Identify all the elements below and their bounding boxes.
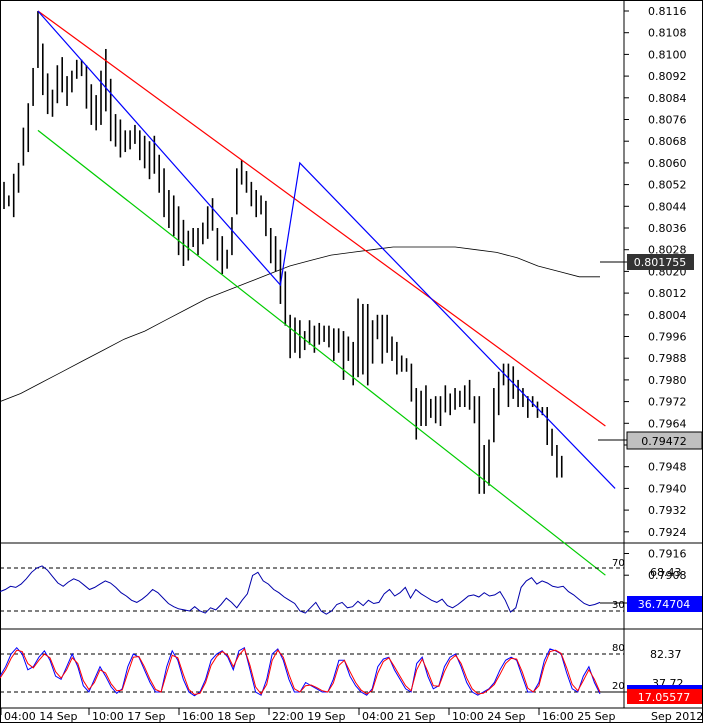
price-tick-label: 0.7948 [648, 461, 687, 474]
price-tick-label: 0.8116 [648, 5, 687, 18]
ma-value-label: 0.801755 [634, 256, 687, 269]
moving-average-line [0, 246, 600, 402]
price-tick-label: 0.8076 [648, 114, 687, 127]
price-tick-label: 0.8060 [648, 157, 687, 170]
price-tick-label: 0.7932 [648, 504, 687, 517]
time-tick-label: 16:00 18 Sep [182, 710, 255, 723]
ma-polyline [0, 246, 600, 402]
price-tick-label: 0.8036 [648, 222, 687, 235]
rsi-value-label: 36.74704 [638, 598, 691, 611]
time-tick-label: 10:00 24 Sep [452, 710, 525, 723]
price-tick-label: 0.8108 [648, 27, 687, 40]
rsi-level-30-label: 30 [612, 600, 625, 611]
price-tick-label: 0.8004 [648, 309, 687, 322]
time-tick-label: 10:00 17 Sep [92, 710, 165, 723]
ma-value-box [627, 254, 694, 270]
footer-month-label: Sep 2012 [651, 710, 703, 723]
price-tick-label: 0.7924 [648, 526, 687, 539]
price-tick-label: 0.8100 [648, 48, 687, 61]
time-tick-label: 22:00 19 Sep [272, 710, 345, 723]
time-tick-label: 04:00 21 Sep [362, 710, 435, 723]
stoch-level-80-label: 80 [612, 643, 625, 654]
rsi-line [0, 565, 601, 615]
price-tick-label: 0.7908 [648, 569, 687, 582]
stoch-d-value-label: 17.05577 [638, 691, 691, 704]
rsi-level-70-label: 70 [612, 558, 625, 569]
stoch-scale-label: 82.37 [650, 648, 682, 661]
stoch-value-box-red [627, 689, 702, 704]
rsi-value-box [627, 596, 702, 612]
rsi-scale-label: 68.43 [650, 566, 682, 579]
price-tick-label: 0.8068 [648, 135, 687, 148]
price-tick-label: 0.8028 [648, 244, 687, 257]
price-axis: 0.8116 0.8108 0.8100 0.8092 0.8084 0.8076 0.80… [624, 5, 687, 582]
price-tick-label: 0.8052 [648, 179, 687, 192]
zigzag-trendline [37, 10, 616, 489]
stochastic-lines [0, 646, 601, 697]
time-tick-label: 16:00 25 Sep [542, 710, 615, 723]
price-tick-label: 0.7980 [648, 374, 687, 387]
price-tick-label: 0.7996 [648, 331, 687, 344]
price-bars [3, 11, 563, 494]
price-tick-label: 0.8044 [648, 200, 687, 213]
channel-lower-line [37, 129, 606, 576]
price-tick-label: 0.8084 [648, 92, 687, 105]
current-price-label: 0.79472 [641, 435, 687, 448]
rsi-polyline [0, 565, 601, 615]
time-axis: 04:00 14 Sep 10:00 17 Sep 16:00 18 Sep 22:0… [0, 708, 615, 723]
stoch-d-line [0, 647, 601, 696]
price-tick-label: 0.8092 [648, 70, 687, 83]
price-tick-label: 0.7940 [648, 482, 687, 495]
price-tick-label: 0.7964 [648, 417, 687, 430]
current-price-box [626, 431, 703, 450]
trendlines [37, 10, 616, 576]
channel-upper-line [37, 10, 606, 427]
price-tick-label: 0.7988 [648, 352, 687, 365]
price-tick-label: 0.8012 [648, 287, 687, 300]
time-tick-label: 04:00 14 Sep [4, 710, 77, 723]
price-tick-label: 0.7916 [648, 548, 687, 561]
price-tick-label: 0.7972 [648, 396, 687, 409]
stoch-level-20-label: 20 [612, 681, 625, 692]
stoch-value-box-blue [627, 685, 702, 691]
